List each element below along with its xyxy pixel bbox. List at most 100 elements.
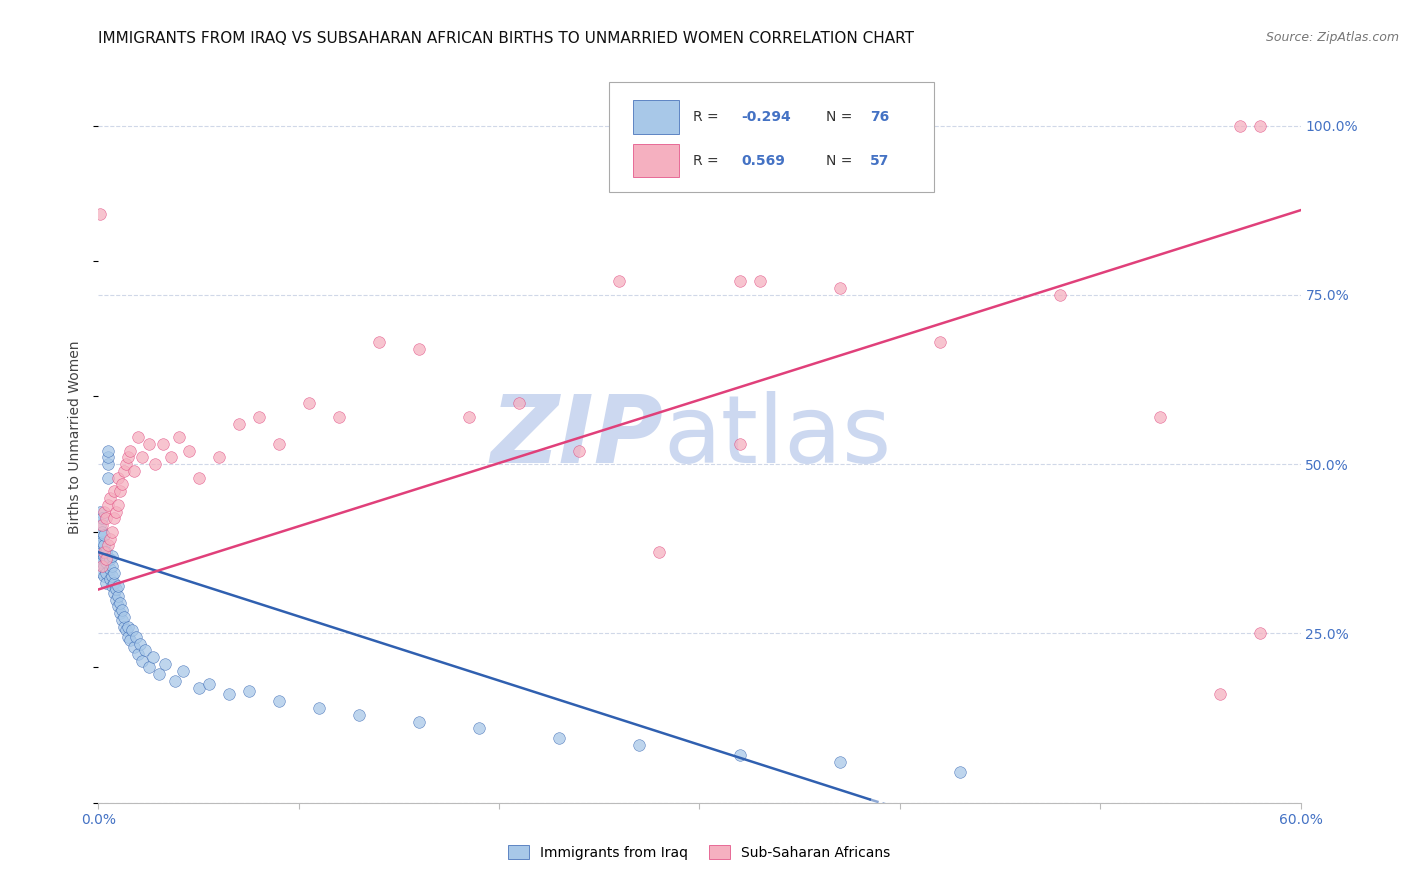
Point <box>101 579 124 593</box>
Point <box>93 549 115 563</box>
Point <box>648 545 671 559</box>
Point <box>728 748 751 763</box>
Point <box>91 524 114 539</box>
Point <box>93 505 115 519</box>
Point <box>267 437 290 451</box>
Point <box>91 545 114 559</box>
Point <box>153 657 176 671</box>
Point <box>93 528 115 542</box>
Point <box>96 511 118 525</box>
Point <box>138 437 160 451</box>
Point <box>107 498 129 512</box>
Point <box>949 765 972 780</box>
Point <box>328 409 350 424</box>
Point <box>1149 409 1171 424</box>
Point <box>96 552 118 566</box>
Point <box>117 450 139 465</box>
Point <box>105 582 128 597</box>
Point <box>114 464 136 478</box>
Point <box>97 498 120 512</box>
Point <box>129 637 152 651</box>
Point <box>93 538 115 552</box>
Point <box>308 701 330 715</box>
Point <box>89 552 111 566</box>
Point <box>96 575 118 590</box>
Point <box>163 673 186 688</box>
Text: 57: 57 <box>870 153 890 168</box>
Text: 76: 76 <box>870 110 890 124</box>
Point <box>115 457 138 471</box>
FancyBboxPatch shape <box>609 82 934 192</box>
Point <box>101 549 124 563</box>
Point <box>628 738 651 752</box>
Point <box>117 620 139 634</box>
Point <box>111 603 134 617</box>
Point <box>138 660 160 674</box>
Point <box>103 575 125 590</box>
Point <box>728 437 751 451</box>
Point <box>134 643 156 657</box>
Point <box>128 430 150 444</box>
Point <box>929 335 952 350</box>
Point <box>128 647 150 661</box>
Point <box>197 677 219 691</box>
Point <box>110 606 132 620</box>
Point <box>125 630 148 644</box>
Point <box>111 613 134 627</box>
Point <box>508 396 530 410</box>
Point <box>298 396 321 410</box>
Point <box>107 579 129 593</box>
Text: R =: R = <box>693 153 724 168</box>
Point <box>100 572 122 586</box>
Text: R =: R = <box>693 110 724 124</box>
Point <box>131 450 153 465</box>
Point <box>187 681 209 695</box>
Point <box>208 450 231 465</box>
Point <box>368 335 391 350</box>
Point <box>91 555 114 569</box>
Point <box>121 623 143 637</box>
Point <box>141 650 163 665</box>
Legend: Immigrants from Iraq, Sub-Saharan Africans: Immigrants from Iraq, Sub-Saharan Africa… <box>503 839 896 865</box>
Text: atlas: atlas <box>664 391 891 483</box>
Point <box>1049 288 1071 302</box>
Point <box>238 684 260 698</box>
Point <box>100 491 122 505</box>
Point <box>120 633 142 648</box>
Point <box>91 511 114 525</box>
Point <box>89 206 111 220</box>
Point <box>131 654 153 668</box>
Point <box>91 558 114 573</box>
Point <box>97 471 120 485</box>
Point <box>107 599 129 614</box>
Point <box>1250 119 1272 133</box>
Point <box>468 721 491 735</box>
Point <box>93 569 115 583</box>
Point <box>408 342 430 356</box>
Point <box>100 552 122 566</box>
Point <box>115 623 138 637</box>
Point <box>101 524 124 539</box>
Point <box>97 457 120 471</box>
Point <box>828 755 851 769</box>
Point <box>114 620 136 634</box>
Point <box>107 589 129 603</box>
Point <box>97 538 120 552</box>
Point <box>114 609 136 624</box>
Point <box>728 274 751 288</box>
Point <box>91 535 114 549</box>
Point <box>187 471 209 485</box>
Point <box>101 558 124 573</box>
Point <box>103 484 125 499</box>
Point <box>748 274 770 288</box>
Point <box>172 664 194 678</box>
Point <box>100 562 122 576</box>
Point <box>91 566 114 580</box>
Point <box>110 484 132 499</box>
Text: IMMIGRANTS FROM IRAQ VS SUBSAHARAN AFRICAN BIRTHS TO UNMARRIED WOMEN CORRELATION: IMMIGRANTS FROM IRAQ VS SUBSAHARAN AFRIC… <box>98 31 914 46</box>
Point <box>93 545 115 559</box>
Point <box>828 281 851 295</box>
Point <box>89 518 111 533</box>
Point <box>347 707 370 722</box>
Point <box>103 566 125 580</box>
